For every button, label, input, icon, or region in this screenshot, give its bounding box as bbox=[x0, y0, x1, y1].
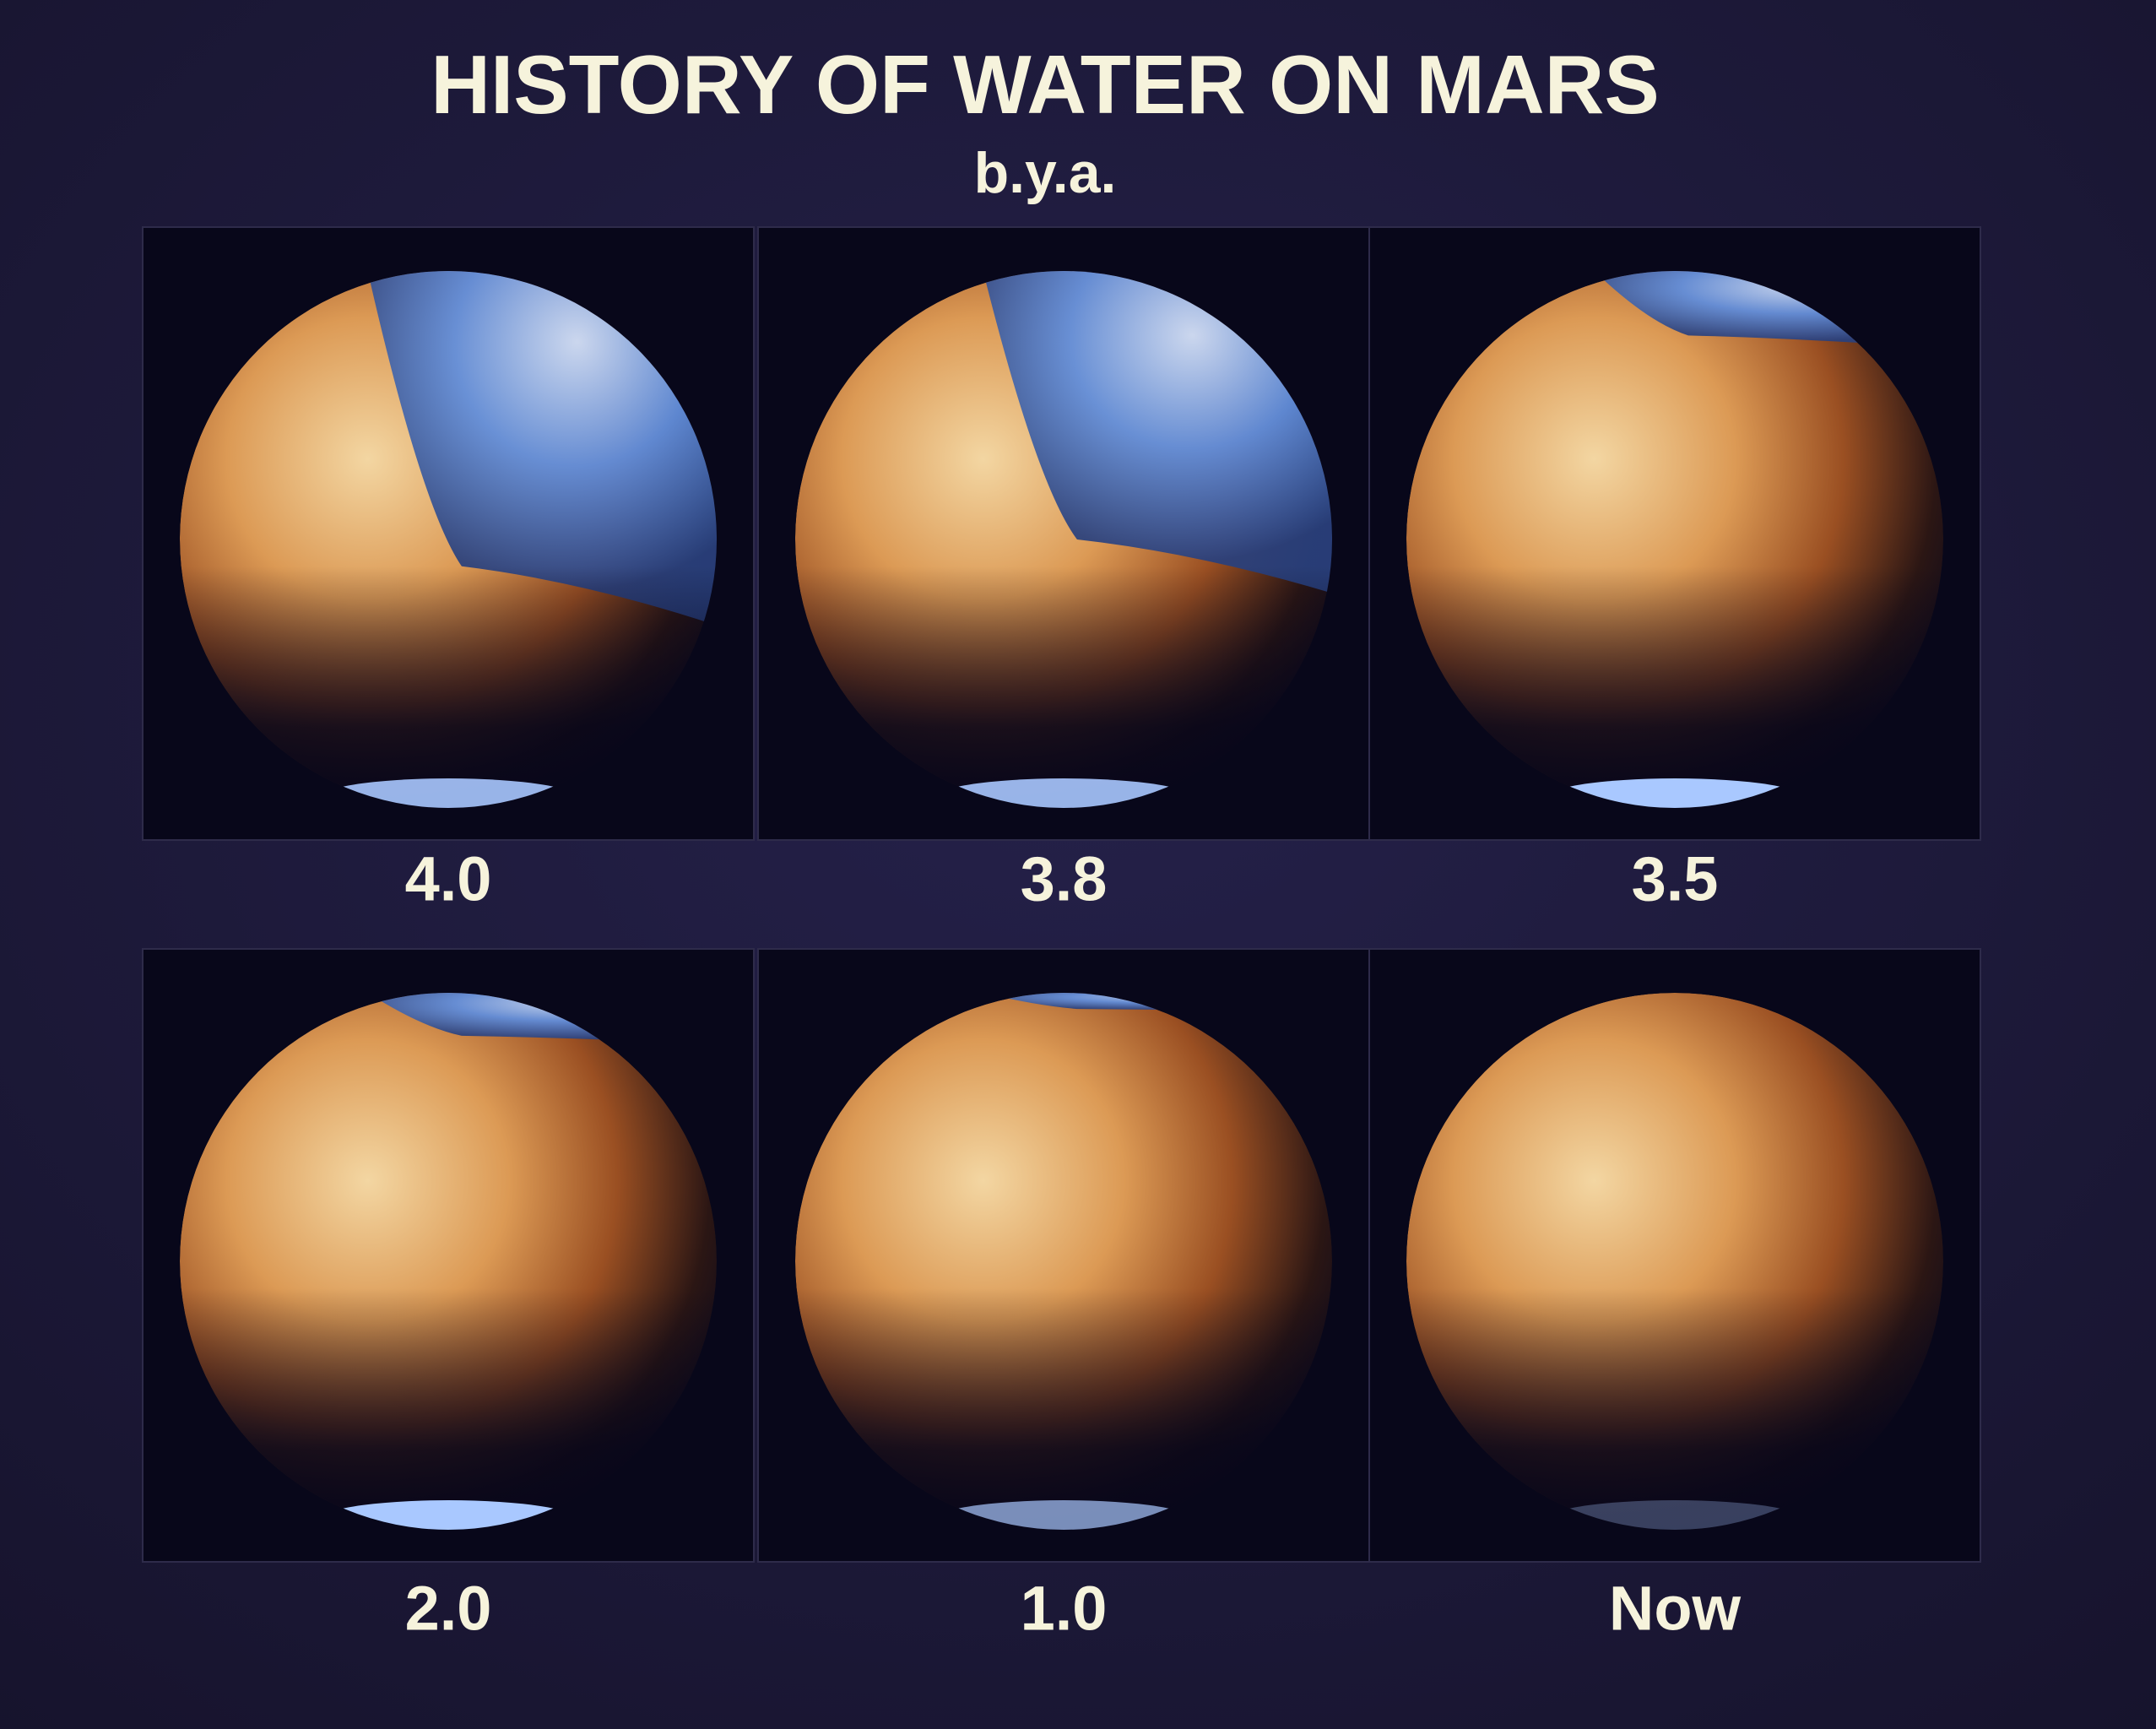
planet bbox=[1406, 271, 1943, 808]
night-shade bbox=[180, 993, 717, 1530]
planet bbox=[1406, 993, 1943, 1530]
night-shade bbox=[180, 271, 717, 808]
night-shade bbox=[1406, 993, 1943, 1530]
planet bbox=[180, 993, 717, 1530]
title: HISTORY OF WATER ON MARS bbox=[431, 38, 1660, 131]
panel: 2.0 bbox=[142, 948, 755, 1644]
polar-cap bbox=[1541, 1500, 1809, 1530]
panel: 3.8 bbox=[757, 226, 1370, 914]
planet bbox=[795, 271, 1332, 808]
panel: 4.0 bbox=[142, 226, 755, 914]
polar-cap bbox=[314, 778, 582, 808]
panel-label: Now bbox=[1609, 1574, 1742, 1644]
panel-label: 3.8 bbox=[1021, 844, 1108, 914]
polar-cap bbox=[929, 778, 1198, 808]
polar-cap bbox=[929, 1500, 1198, 1530]
panel-label: 1.0 bbox=[1021, 1574, 1108, 1644]
night-shade bbox=[795, 271, 1332, 808]
panel: Now bbox=[1368, 948, 1981, 1644]
night-shade bbox=[1406, 271, 1943, 808]
planet bbox=[795, 993, 1332, 1530]
panel-label: 3.5 bbox=[1632, 844, 1719, 914]
night-shade bbox=[795, 993, 1332, 1530]
panel-label: 4.0 bbox=[405, 844, 492, 914]
polar-cap bbox=[314, 1500, 582, 1530]
planet bbox=[180, 271, 717, 808]
panel: 3.5 bbox=[1368, 226, 1981, 914]
panel-label: 2.0 bbox=[405, 1574, 492, 1644]
panel: 1.0 bbox=[757, 948, 1370, 1644]
polar-cap bbox=[1541, 778, 1809, 808]
subtitle: b.y.a. bbox=[974, 141, 1117, 205]
panel-grid: 4.0 3.8 3.5 2.0 1.0 Now bbox=[142, 226, 1981, 1644]
